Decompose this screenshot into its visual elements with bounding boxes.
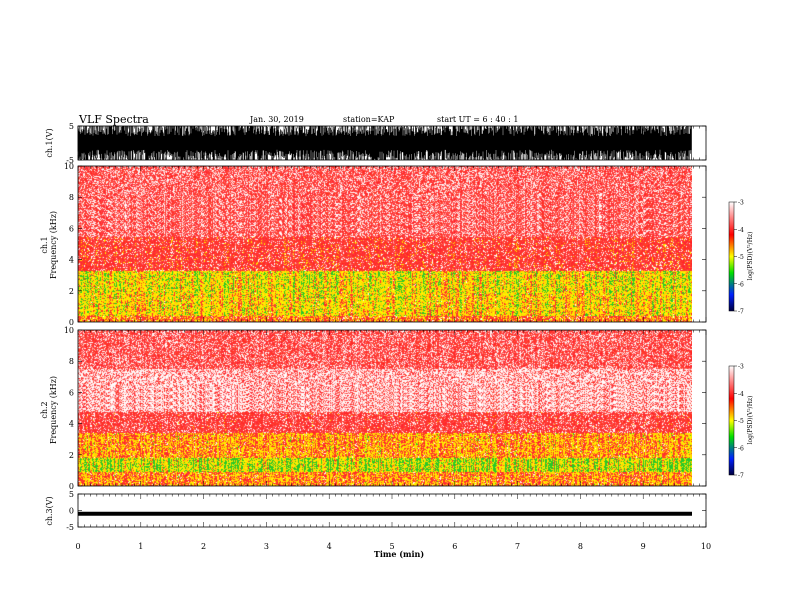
colorbar-tick-label: -4	[738, 391, 744, 398]
start-time-label: start UT = 6 : 40 : 1	[437, 115, 519, 124]
colorbar-tick-label: -7	[738, 309, 744, 316]
ch1-cbar-label: log(PSD)(V²/Hz)	[747, 232, 754, 281]
x-tick-label: 10	[701, 542, 711, 551]
y-tick-label: 8	[69, 357, 74, 366]
ch2-cbar-label: log(PSD)(V²/Hz)	[747, 396, 754, 445]
y-tick-label: 5	[69, 490, 74, 499]
x-tick-label: 3	[264, 542, 269, 551]
x-tick-label: 4	[327, 542, 332, 551]
y-tick-label: 6	[69, 388, 74, 397]
x-tick-label: 9	[641, 542, 646, 551]
x-tick-label: 8	[578, 542, 583, 551]
y-tick-label: 4	[69, 256, 74, 265]
x-tick-label: 7	[515, 542, 520, 551]
x-tick-label: 2	[201, 542, 206, 551]
y-tick-label: 6	[69, 224, 74, 233]
y-tick-label: 0	[69, 482, 74, 491]
ch1-waveform-trace	[77, 126, 692, 160]
ch1-colorbar	[728, 201, 735, 312]
colorbar-tick-label: -6	[738, 281, 744, 288]
ch3-wave-ylabel: ch.3(V)	[45, 496, 54, 525]
y-tick-label: 10	[64, 162, 74, 171]
y-tick-label: 0	[69, 318, 74, 327]
colorbar-ticks: -3 -4 -5 -6 -7 -3 -4 -5 -6 -7	[734, 200, 744, 480]
y-tick-label: 0	[69, 507, 74, 516]
x-tick-label: 5	[389, 542, 394, 551]
figure-title: VLF Spectra	[79, 113, 149, 126]
ch2-spec-ylabel-b: Frequency (kHz)	[49, 376, 58, 444]
ch1-spec-ylabel-b: Frequency (kHz)	[49, 211, 58, 279]
y-tick-label: 4	[69, 420, 74, 429]
ch2-spectrogram-panel	[78, 330, 692, 486]
ch1-wave-ylabel: ch.1(V)	[45, 128, 54, 157]
colorbar-tick-label: -4	[738, 227, 744, 234]
x-axis-label: Time (min)	[374, 549, 424, 559]
y-tick-label: -5	[66, 156, 74, 165]
ch1-spec-ylabel-a: ch.1	[40, 236, 49, 253]
ch2-spec-ylabel-a: ch.2	[40, 401, 49, 418]
station-label: station=KAP	[343, 115, 395, 124]
colorbar-tick-label: -3	[738, 364, 744, 371]
ch1-waveform-panel	[77, 126, 692, 160]
ch2-colorbar	[728, 365, 735, 476]
colorbar-tick-label: -3	[738, 200, 744, 207]
date-label: Jan. 30, 2019	[250, 115, 304, 124]
x-tick-label: 0	[75, 542, 80, 551]
colorbar-tick-label: -7	[738, 473, 744, 480]
y-tick-label: 2	[69, 451, 74, 460]
ch1-spectrogram-panel	[78, 166, 692, 322]
x-tick-label: 6	[452, 542, 457, 551]
colorbar-tick-label: -6	[738, 445, 744, 452]
y-tick-label: -5	[66, 523, 74, 532]
ch1-spectrogram-image	[78, 166, 692, 322]
y-tick-label: 5	[69, 122, 74, 131]
colorbar-tick-label: -5	[738, 418, 744, 425]
y-tick-label: 10	[64, 326, 74, 335]
colorbar-tick-label: -5	[738, 254, 744, 261]
x-tick-label: 1	[138, 542, 143, 551]
y-tick-label: 8	[69, 193, 74, 202]
y-tick-label: 2	[69, 287, 74, 296]
ch2-spectrogram-image	[78, 330, 692, 486]
